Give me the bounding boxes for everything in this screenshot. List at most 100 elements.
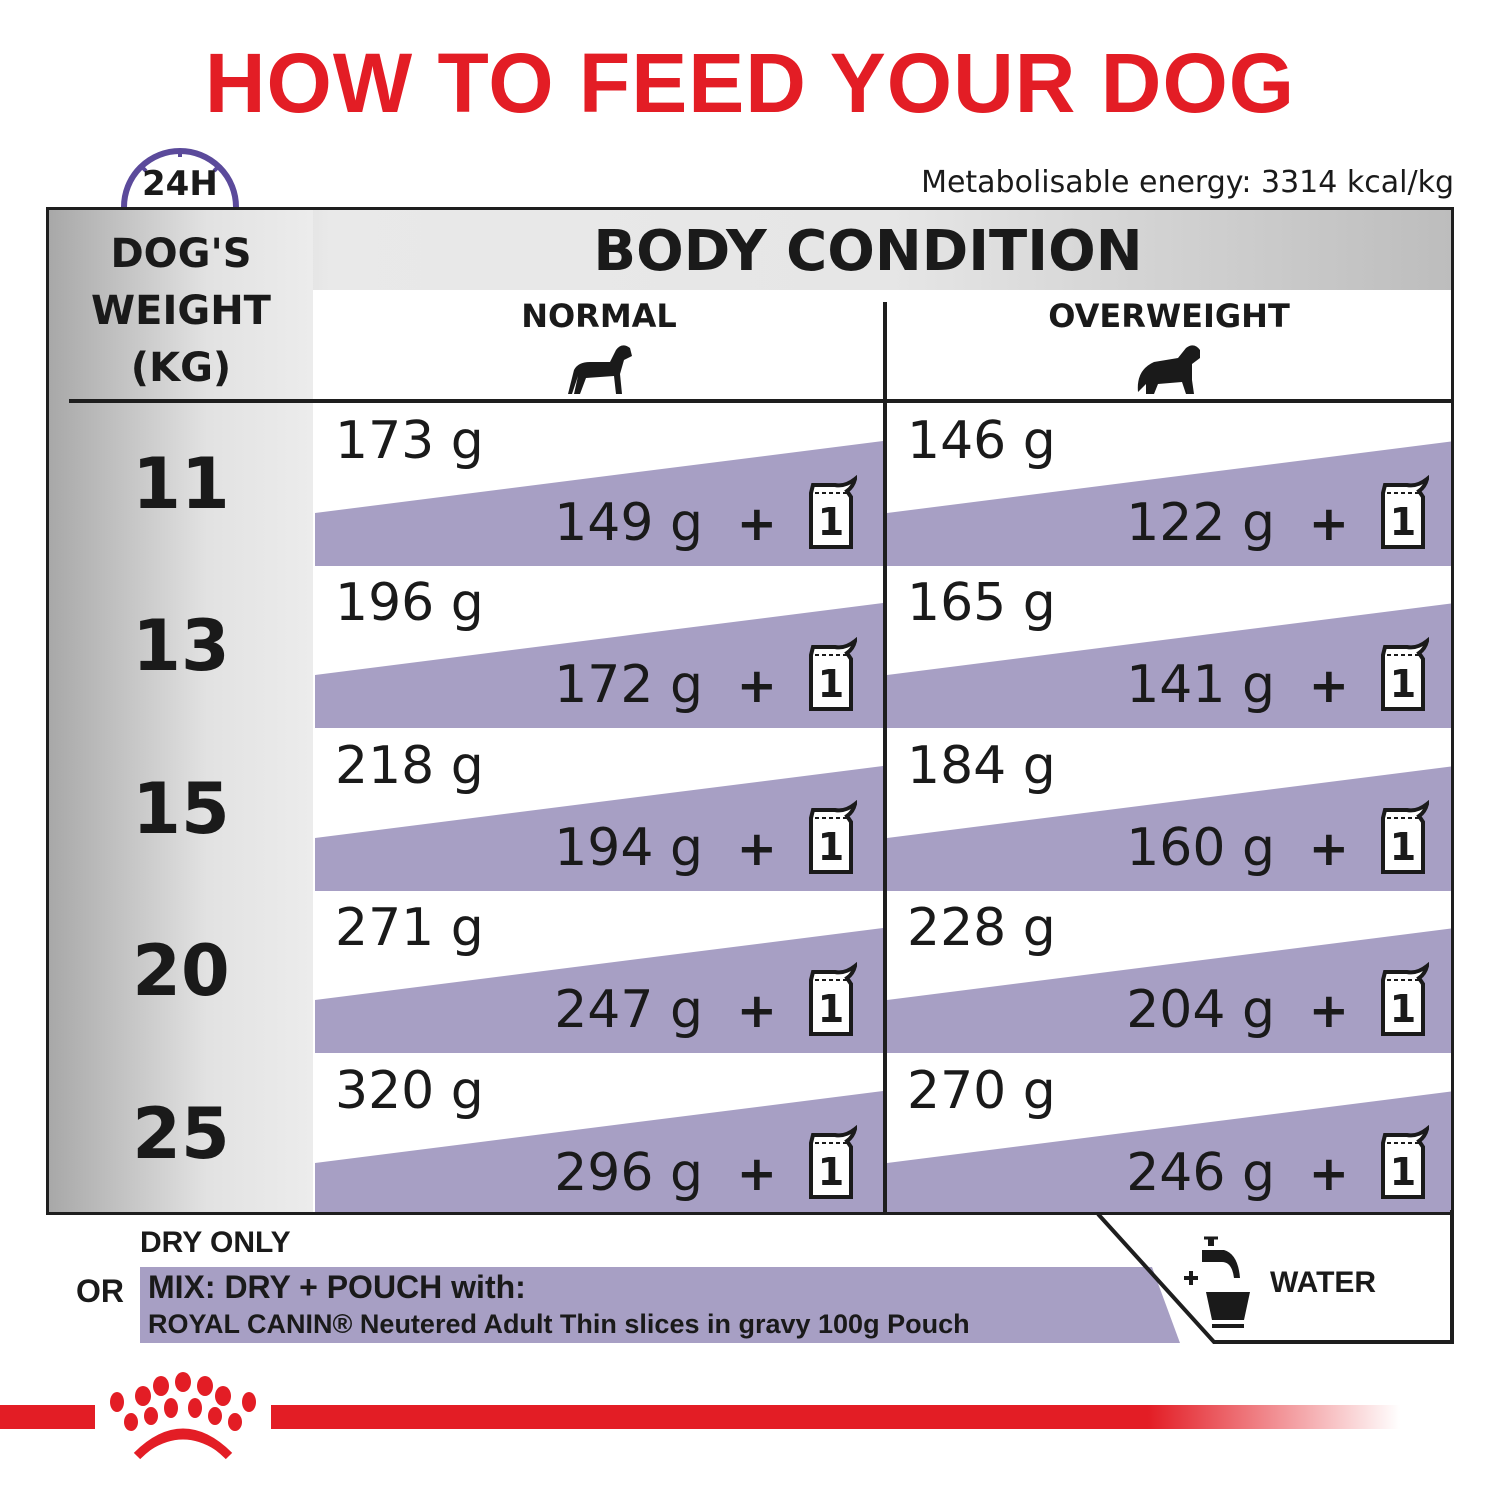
plus-sign: + xyxy=(1308,658,1349,715)
mix-dry-amount: 160 g xyxy=(1126,817,1275,878)
dry-only-amount: 146 g xyxy=(907,411,1056,471)
mix-dry-amount: 141 g xyxy=(1126,655,1275,716)
column-overweight-label: OVERWEIGHT xyxy=(1048,297,1290,335)
mix-band xyxy=(887,603,1451,729)
pouch-count: 1 xyxy=(1389,987,1417,1032)
mix-dry-amount: 172 g xyxy=(554,655,703,716)
feeding-cell-overweight: 228 g 204 g + 1 xyxy=(887,890,1451,1054)
dog-weight: 20 xyxy=(132,930,230,1013)
pouch-count: 1 xyxy=(1389,500,1417,544)
plus-sign: + xyxy=(1308,983,1349,1040)
mix-band xyxy=(887,766,1451,891)
mix-dry-amount: 122 g xyxy=(1126,493,1275,553)
dry-only-amount: 196 g xyxy=(335,573,484,634)
dog-weight: 13 xyxy=(132,605,230,688)
feeding-cell-overweight: 270 g 246 g + 1 xyxy=(887,1053,1451,1212)
pouch: 1 xyxy=(1379,799,1429,876)
mix-dry-amount: 247 g xyxy=(554,980,703,1041)
pouch-count: 1 xyxy=(817,662,845,707)
pouch-icon xyxy=(809,637,857,712)
mix-band xyxy=(887,1091,1451,1212)
mix-band xyxy=(315,928,883,1054)
feeding-cell-normal: 320 g 296 g + 1 xyxy=(315,1053,883,1212)
plus-sign: + xyxy=(736,983,777,1040)
dog-weight: 15 xyxy=(132,767,230,850)
column-divider xyxy=(883,302,887,1212)
dry-only-amount: 184 g xyxy=(907,735,1056,796)
dry-only-amount: 228 g xyxy=(907,898,1056,959)
legend-or: OR xyxy=(76,1273,124,1309)
pouch-icon xyxy=(1381,799,1429,874)
plus-sign: + xyxy=(1308,496,1349,552)
dry-only-amount: 218 g xyxy=(335,735,484,796)
pouch-count: 1 xyxy=(817,824,845,869)
pouch-icon xyxy=(809,1124,857,1199)
mix-band xyxy=(315,1090,883,1212)
column-normal: NORMAL xyxy=(315,298,883,396)
feeding-cell-overweight: 146 g 122 g + 1 xyxy=(887,403,1451,566)
mix-band xyxy=(315,765,883,891)
legend-mix-product: ROYAL CANIN® Neutered Adult Thin slices … xyxy=(148,1309,970,1339)
mix-dry-amount: 246 g xyxy=(1126,1142,1275,1203)
pouch: 1 xyxy=(1379,962,1429,1038)
metabolisable-energy: Metabolisable energy: 3314 kcal/kg xyxy=(921,165,1454,200)
pouch: 1 xyxy=(1379,637,1429,713)
clock-24h-icon xyxy=(121,148,239,208)
dry-only-amount: 173 g xyxy=(335,411,484,471)
legend-dry-only: DRY ONLY xyxy=(140,1226,291,1259)
water-box xyxy=(1096,1210,1454,1344)
feeding-table: DOG'S WEIGHT (KG) BODY CONDITION NORMAL … xyxy=(46,207,1454,1215)
clock-label: 24H xyxy=(142,164,218,204)
pouch: 1 xyxy=(1379,1124,1429,1201)
feeding-cell-overweight: 165 g 141 g + 1 xyxy=(887,565,1451,729)
pouch-count: 1 xyxy=(1389,662,1417,707)
legend-water: WATER xyxy=(1270,1266,1377,1299)
weight-header-line: DOG'S xyxy=(110,231,252,277)
mix-band xyxy=(315,441,883,566)
page-title: HOW TO FEED YOUR DOG xyxy=(204,36,1296,130)
pouch-count: 1 xyxy=(1389,824,1417,869)
dog-normal-icon xyxy=(568,345,632,394)
mix-band xyxy=(887,928,1451,1054)
dry-only-amount: 165 g xyxy=(907,573,1056,634)
pouch: 1 xyxy=(807,637,857,713)
body-condition-header: BODY CONDITION xyxy=(593,219,1143,284)
weight-header: DOG'S WEIGHT (KG) xyxy=(49,226,313,397)
feeding-cell-normal: 196 g 172 g + 1 xyxy=(315,565,883,729)
dry-only-amount: 270 g xyxy=(907,1060,1056,1121)
plus-sign: + xyxy=(1308,820,1349,877)
plus-sign: + xyxy=(736,658,777,715)
mix-dry-amount: 194 g xyxy=(554,817,703,878)
mix-dry-amount: 149 g xyxy=(554,493,703,553)
plus-sign: + xyxy=(736,496,777,552)
pouch-icon xyxy=(1381,1124,1429,1199)
mix-band xyxy=(887,441,1451,566)
weight-header-line: WEIGHT xyxy=(91,288,271,334)
water-tap-bowl-icon xyxy=(1184,1236,1250,1328)
legend-mix-title: MIX: DRY + POUCH with: xyxy=(148,1269,526,1305)
mix-band xyxy=(315,603,883,729)
plus-sign: + xyxy=(736,1145,777,1202)
dry-only-amount: 271 g xyxy=(335,898,484,959)
pouch: 1 xyxy=(807,1124,857,1201)
dog-weight: 25 xyxy=(132,1092,230,1175)
pouch-count: 1 xyxy=(817,987,845,1032)
weight-header-line: (KG) xyxy=(130,345,232,391)
pouch-icon xyxy=(809,475,857,549)
pouch-count: 1 xyxy=(817,500,845,544)
pouch-count: 1 xyxy=(1389,1149,1417,1194)
column-normal-label: NORMAL xyxy=(521,297,677,335)
feeding-cell-normal: 173 g 149 g + 1 xyxy=(315,403,883,566)
mix-dry-amount: 204 g xyxy=(1126,980,1275,1041)
legend-mix-band xyxy=(140,1267,1180,1343)
pouch-count: 1 xyxy=(817,1149,845,1194)
header-divider xyxy=(69,399,1451,403)
dog-overweight-icon xyxy=(1137,345,1200,394)
feeding-cell-normal: 218 g 194 g + 1 xyxy=(315,728,883,891)
mix-dry-amount: 296 g xyxy=(554,1142,703,1203)
pouch: 1 xyxy=(807,799,857,876)
pouch-icon xyxy=(1381,475,1429,549)
plus-sign: + xyxy=(1308,1145,1349,1202)
weight-column xyxy=(49,210,313,1212)
royal-canin-crown-logo xyxy=(95,1370,271,1460)
